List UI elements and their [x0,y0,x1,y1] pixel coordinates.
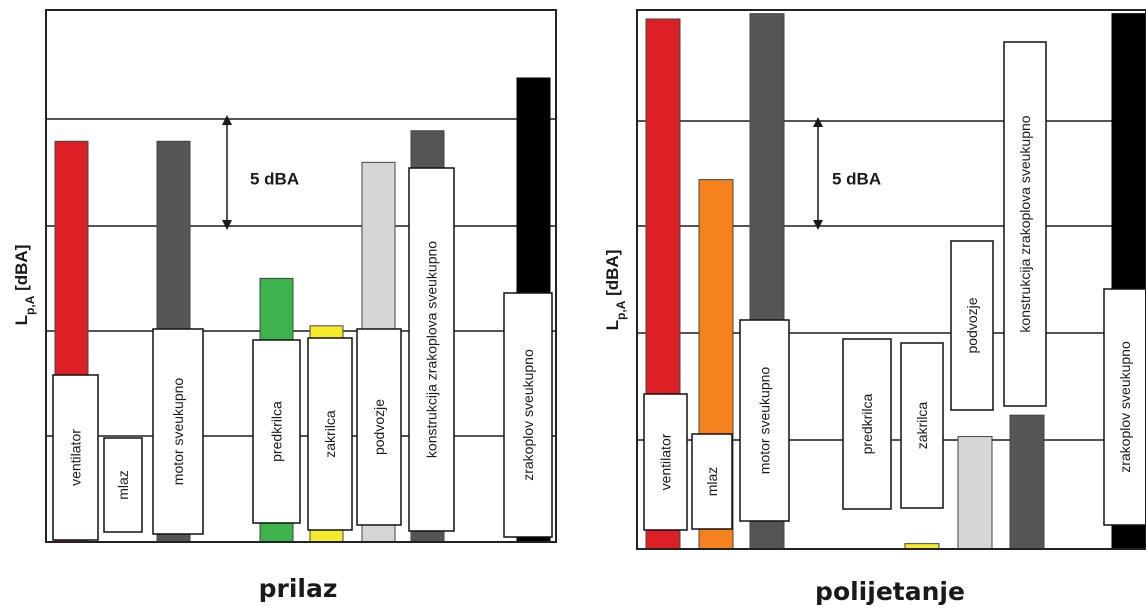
bar-label-group: ventilator [52,374,99,541]
bar-label-group: ventilator [643,393,688,531]
bar-label-group: motor sveukupno [739,319,790,522]
bar-label: motor sveukupno [757,367,773,475]
y-axis-label-sub: p,A [23,295,37,315]
annotation-5dba: 5 dBA [250,170,299,189]
bar-label-box [643,393,688,531]
bar-label-group: zrakoplov sveukupno [1103,288,1146,526]
bar-label: zakrilca [322,410,338,458]
chart-panel-1: ventilator mlaz motor sveukupno predkrilca z… [12,9,557,603]
bar-label-box [307,337,353,531]
plot-frame [45,9,557,543]
bar-label-group: mlaz [103,437,143,533]
chart-title: polijetanje [815,577,965,606]
bar-label: ventilator [658,433,674,490]
bar-label: predkrilca [859,393,875,454]
y-axis-label-main: L [12,315,31,325]
bar-label: zrakoplov sveukupno [1117,341,1133,473]
bar-label-box [900,342,944,509]
bar-label-group: predkrilca [842,338,892,510]
bar-label-box [356,328,402,526]
bar-label-group: konstrukcija zrakoplova sveukupno [408,167,455,532]
bar-label-box [691,433,733,530]
bar-label-group: motor sveukupno [152,328,204,535]
bar-label-box [1103,288,1146,526]
bar-label-box [408,167,455,532]
y-axis-label-unit: [dBA] [12,245,31,296]
bar [957,436,993,550]
bar-label-group: konstrukcija zrakoplova sveukupno [1003,41,1047,407]
bar-label: zrakoplov sveukupno [520,349,536,481]
bar-label: predkrilca [269,401,285,462]
bar-label-box [52,374,99,541]
bar-label: podvozje [371,399,387,455]
y-axis-label: Lp,A [dBA] [12,245,37,326]
plot-frame [636,9,1146,550]
bar-label: mlaz [704,467,720,497]
bar-label: ventilator [68,429,84,486]
bar-label-box [152,328,204,535]
bar-label: podvozje [964,297,980,353]
bar-label: konstrukcija zrakoplova sveukupno [424,241,440,458]
bar-label-box [503,292,553,538]
bar-label: mlaz [115,470,131,500]
bar-label-box [252,339,301,524]
bar-label-group: zrakoplov sveukupno [503,292,553,538]
bar-label-group: mlaz [691,433,733,530]
bar-label-group: predkrilca [252,339,301,524]
chart-title: prilaz [259,574,338,603]
bar-label: konstrukcija zrakoplova sveukupno [1017,115,1033,332]
bar-label: motor sveukupno [170,378,186,486]
bar-label-box [950,240,994,411]
annotation-5dba: 5 dBA [832,170,881,189]
y-axis-label: Lp,A [dBA] [603,250,628,331]
bar-label-box [1003,41,1047,407]
y-axis-label-sub: p,A [614,300,628,320]
bar-label-box [739,319,790,522]
bar-label-group: zakrilca [900,342,944,509]
bar-label: zakrilca [914,402,930,450]
bar-label-box [842,338,892,510]
bar [1009,414,1045,550]
bar-label-group: zakrilca [307,337,353,531]
y-axis-label-main: L [603,320,622,330]
bar-label-group: podvozje [950,240,994,411]
chart-panel-2: ventilator mlaz motor sveukupno predkrilca z… [603,9,1146,606]
y-axis-label-unit: [dBA] [603,250,622,301]
bar-label-box [103,437,143,533]
bar-label-group: podvozje [356,328,402,526]
